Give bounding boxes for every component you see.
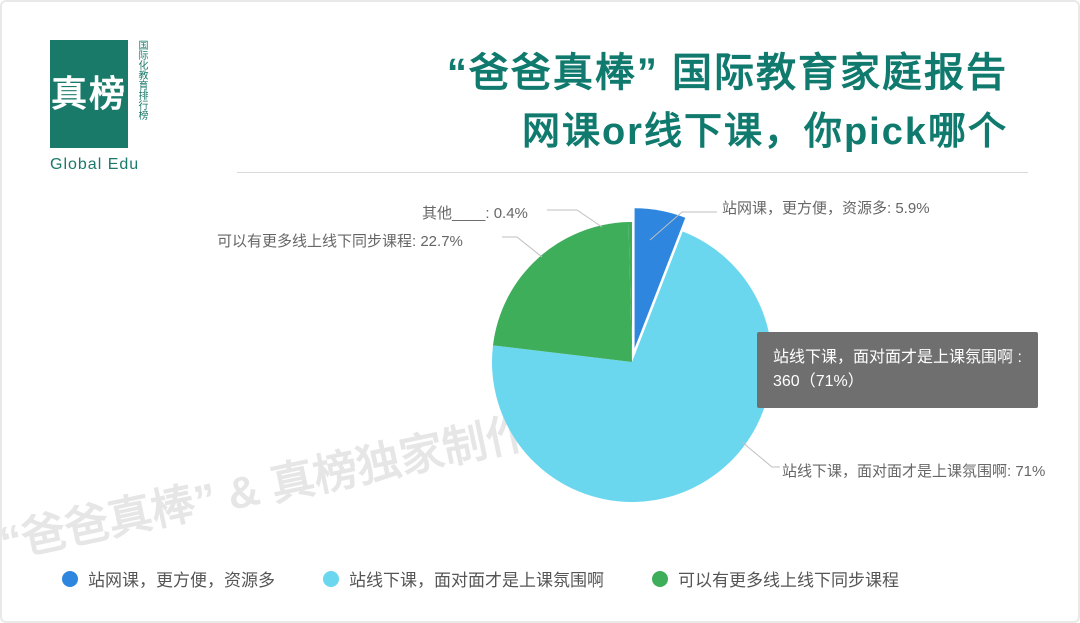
- slice-label-3: 其他____: 0.4%: [422, 202, 528, 223]
- slice-label-0: 站网课，更方便，资源多: 5.9%: [722, 197, 930, 218]
- slice-label-2: 可以有更多线上线下同步课程: 22.7%: [217, 230, 463, 251]
- slice-label-1: 站线下课，面对面才是上课氛围啊: 71%: [782, 460, 1045, 481]
- legend-swatch: [62, 571, 78, 587]
- logo-square: 真榜: [50, 40, 128, 148]
- legend-label: 可以有更多线上线下同步课程: [678, 566, 899, 591]
- logo-subtitle: Global Edu: [50, 156, 200, 174]
- tooltip-line2: 360（71%）: [773, 370, 1022, 394]
- logo-side-text: 国际化教育排行榜: [134, 40, 148, 148]
- pie-slice-3[interactable]: [628, 222, 632, 362]
- pie-slice-1[interactable]: [492, 232, 772, 502]
- leader-line: [650, 212, 717, 240]
- chart-tooltip: 站线下课，面对面才是上课氛围啊 : 360（71%）: [757, 332, 1038, 408]
- watermark-text: “爸爸真棒” & 真榜独家制作 谢绝转载: [0, 357, 719, 571]
- legend-swatch: [323, 571, 339, 587]
- legend-label: 站网课，更方便，资源多: [88, 566, 275, 591]
- title-divider: [237, 172, 1028, 173]
- brand-logo: 真榜 国际化教育排行榜 Global Edu: [50, 40, 200, 174]
- report-frame: 真榜 国际化教育排行榜 Global Edu “爸爸真棒” 国际教育家庭报告 网…: [0, 0, 1080, 623]
- report-title-line1: “爸爸真棒” 国际教育家庭报告: [447, 40, 1008, 98]
- legend-label: 站线下课，面对面才是上课氛围啊: [349, 566, 604, 591]
- pie-slice-0[interactable]: [635, 208, 686, 348]
- pie-slice-2[interactable]: [493, 222, 632, 362]
- legend-item-1[interactable]: 站线下课，面对面才是上课氛围啊: [323, 566, 604, 591]
- legend-item-2[interactable]: 可以有更多线上线下同步课程: [652, 566, 899, 591]
- leader-line: [547, 210, 602, 227]
- report-title-line2: 网课or线下课，你pick哪个: [522, 100, 1008, 155]
- leader-line: [742, 442, 780, 467]
- chart-legend: 站网课，更方便，资源多 站线下课，面对面才是上课氛围啊 可以有更多线上线下同步课程: [62, 566, 899, 591]
- tooltip-line1: 站线下课，面对面才是上课氛围啊 :: [773, 346, 1022, 370]
- logo-main-text: 真榜: [51, 75, 127, 113]
- leader-line: [502, 237, 542, 257]
- legend-swatch: [652, 571, 668, 587]
- legend-item-0[interactable]: 站网课，更方便，资源多: [62, 566, 275, 591]
